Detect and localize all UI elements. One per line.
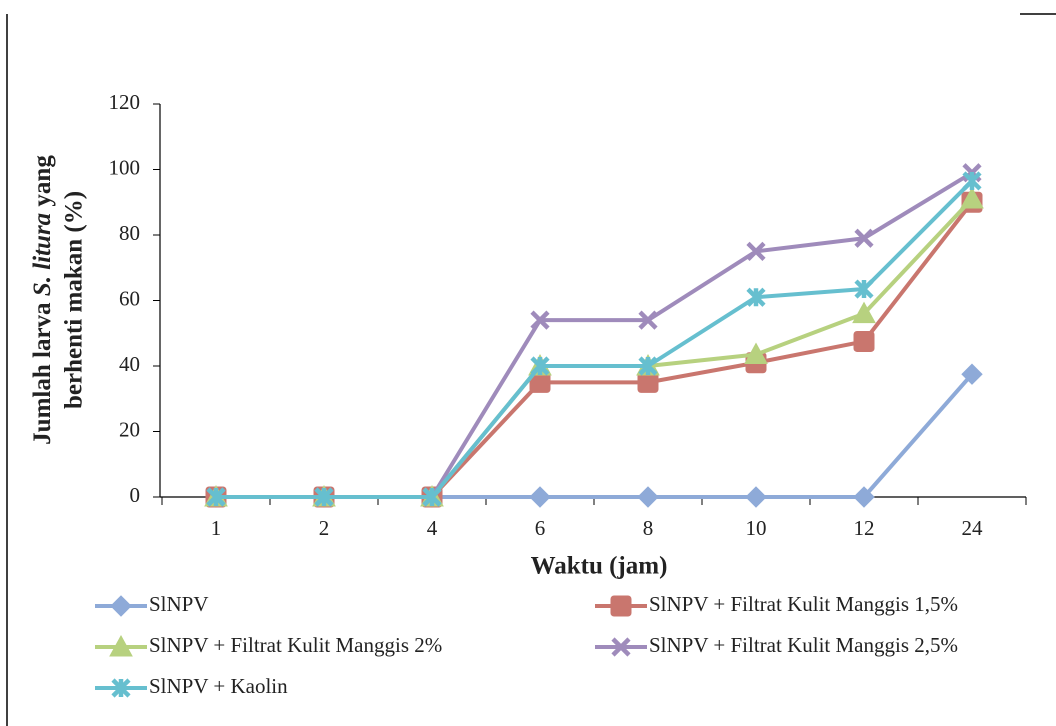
legend-label: SlNPV + Filtrat Kulit Manggis 1,5% — [649, 592, 958, 616]
data-point — [854, 331, 874, 351]
data-point — [746, 487, 766, 507]
x-axis-title: Waktu (jam) — [531, 553, 668, 580]
x-tick-label: 12 — [854, 516, 875, 540]
x-tick-label: 1 — [211, 516, 222, 540]
x-tick-label: 4 — [427, 516, 438, 540]
y-tick-label: 0 — [130, 483, 141, 507]
y-title-part: yang — [29, 155, 56, 207]
data-point — [638, 487, 658, 507]
y-tick-label: 60 — [119, 286, 140, 310]
x-tick-label: 10 — [746, 516, 767, 540]
x-tick-label: 2 — [319, 516, 330, 540]
x-tick-label: 6 — [535, 516, 546, 540]
legend-label: SlNPV + Filtrat Kulit Manggis 2% — [149, 633, 442, 657]
y-tick-label: 80 — [119, 221, 140, 245]
y-axis-title: Jumlah larva S. litura yang berhenti mak… — [29, 155, 88, 445]
legend-marker — [111, 596, 131, 616]
series-line — [216, 374, 972, 497]
y-title-part: Jumlah larva — [29, 302, 56, 445]
legend-label: SlNPV + Kaolin — [149, 674, 288, 698]
legend-label: SlNPV — [149, 592, 209, 616]
y-tick-label: 40 — [119, 352, 140, 376]
y-axis-title-line1: Jumlah larva S. litura yang — [29, 155, 56, 445]
y-title-part: S. litura — [29, 213, 56, 296]
x-tick-label: 24 — [962, 516, 984, 540]
x-tick-label: 8 — [643, 516, 654, 540]
y-axis-title-line2: berhenti makan (%) — [61, 191, 88, 409]
legend-marker — [611, 596, 631, 616]
y-tick-label: 100 — [109, 155, 141, 179]
legend-label: SlNPV + Filtrat Kulit Manggis 2,5% — [649, 633, 958, 657]
y-tick-label: 20 — [119, 417, 140, 441]
chart: Waktu (jam) Jumlah larva S. litura yang … — [0, 0, 1056, 726]
y-tick-label: 120 — [109, 90, 141, 114]
data-point — [530, 487, 550, 507]
